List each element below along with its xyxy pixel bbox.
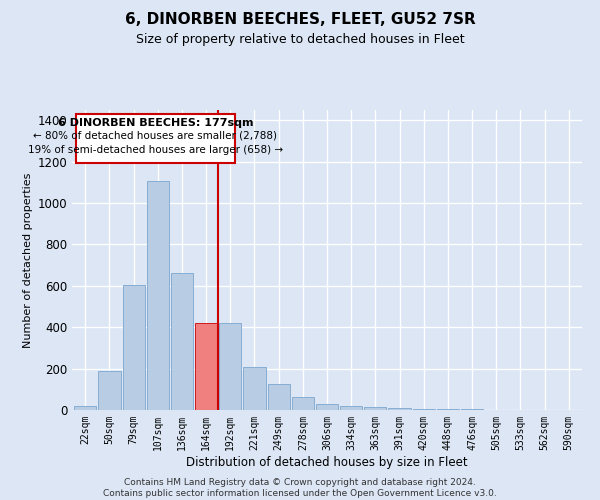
Bar <box>146 182 169 410</box>
Bar <box>195 323 217 410</box>
Bar <box>340 406 362 410</box>
Text: ← 80% of detached houses are smaller (2,788): ← 80% of detached houses are smaller (2,… <box>34 131 277 141</box>
Text: 19% of semi-detached houses are larger (658) →: 19% of semi-detached houses are larger (… <box>28 146 283 156</box>
X-axis label: Distribution of detached houses by size in Fleet: Distribution of detached houses by size … <box>186 456 468 468</box>
Bar <box>413 409 435 410</box>
FancyBboxPatch shape <box>76 114 235 163</box>
Bar <box>244 366 266 410</box>
Bar <box>292 396 314 410</box>
Bar <box>122 285 145 410</box>
Bar <box>171 274 193 410</box>
Text: 6 DINORBEN BEECHES: 177sqm: 6 DINORBEN BEECHES: 177sqm <box>58 118 253 128</box>
Bar <box>268 384 290 410</box>
Bar <box>219 323 241 410</box>
Bar <box>316 404 338 410</box>
Bar <box>98 370 121 410</box>
Text: Contains HM Land Registry data © Crown copyright and database right 2024.
Contai: Contains HM Land Registry data © Crown c… <box>103 478 497 498</box>
Bar <box>437 409 459 410</box>
Bar <box>74 406 97 410</box>
Bar <box>364 407 386 410</box>
Text: Size of property relative to detached houses in Fleet: Size of property relative to detached ho… <box>136 32 464 46</box>
Y-axis label: Number of detached properties: Number of detached properties <box>23 172 33 348</box>
Text: 6, DINORBEN BEECHES, FLEET, GU52 7SR: 6, DINORBEN BEECHES, FLEET, GU52 7SR <box>125 12 475 28</box>
Bar <box>388 408 410 410</box>
